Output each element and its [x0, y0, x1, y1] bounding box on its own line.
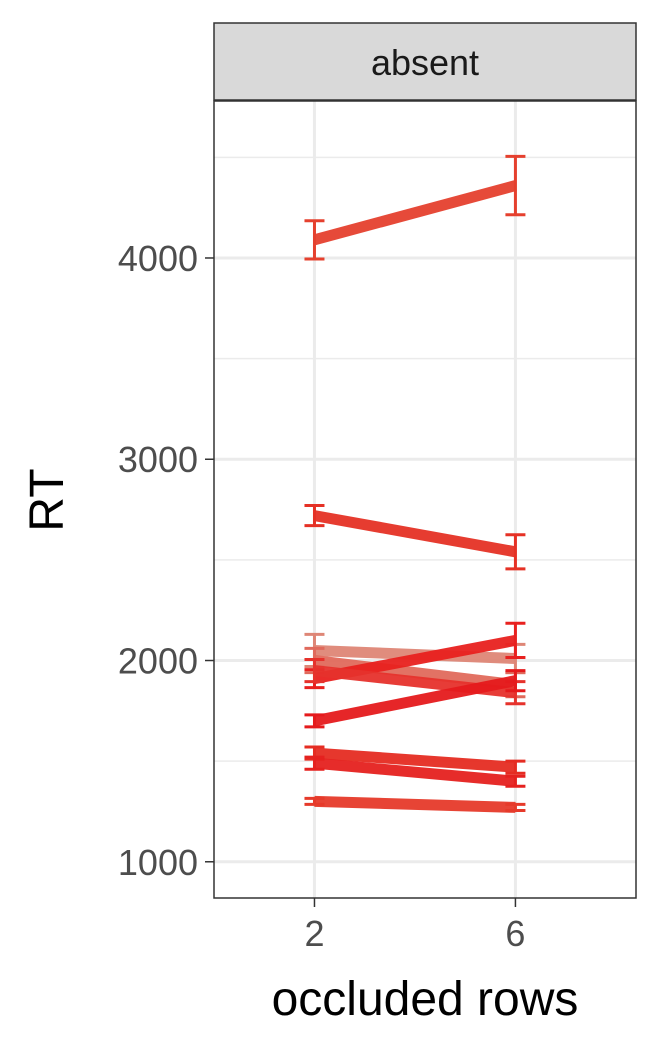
y-axis-title: RT [21, 468, 74, 531]
series-line [313, 510, 517, 558]
facet-label: absent [371, 42, 479, 83]
y-tick-label: 1000 [118, 842, 198, 883]
y-tick-label: 2000 [118, 641, 198, 682]
error-bar [304, 755, 325, 771]
error-bar [304, 658, 325, 684]
series-line [313, 180, 517, 246]
error-bar [505, 802, 526, 812]
x-axis-title: occluded rows [272, 973, 579, 1026]
error-bar [304, 504, 325, 528]
axes: 1000 2000 3000 4000 2 6 [118, 238, 526, 954]
panel-border [213, 100, 637, 899]
error-bar [505, 759, 526, 775]
series-10 [304, 795, 526, 813]
error-bar [304, 796, 325, 806]
series-line [314, 747, 516, 773]
series-2 [304, 504, 526, 571]
strip-background [213, 22, 637, 101]
y-tick-label: 3000 [118, 439, 198, 480]
series-line [313, 655, 517, 691]
series-line [313, 757, 516, 787]
series-9 [304, 755, 526, 788]
error-bar [505, 621, 526, 659]
error-bar [505, 774, 526, 788]
series-line [314, 795, 516, 813]
error-bar [505, 669, 526, 693]
x-tick-label: 6 [505, 913, 525, 954]
error-bar [505, 154, 526, 217]
error-bar [505, 533, 526, 571]
series-line [313, 675, 517, 727]
error-bar [304, 219, 325, 261]
series-1 [304, 154, 526, 261]
x-tick-label: 2 [304, 913, 324, 954]
y-tick-label: 4000 [118, 238, 198, 279]
series-group [304, 154, 526, 813]
series-7 [304, 669, 526, 729]
error-bar [304, 713, 325, 729]
